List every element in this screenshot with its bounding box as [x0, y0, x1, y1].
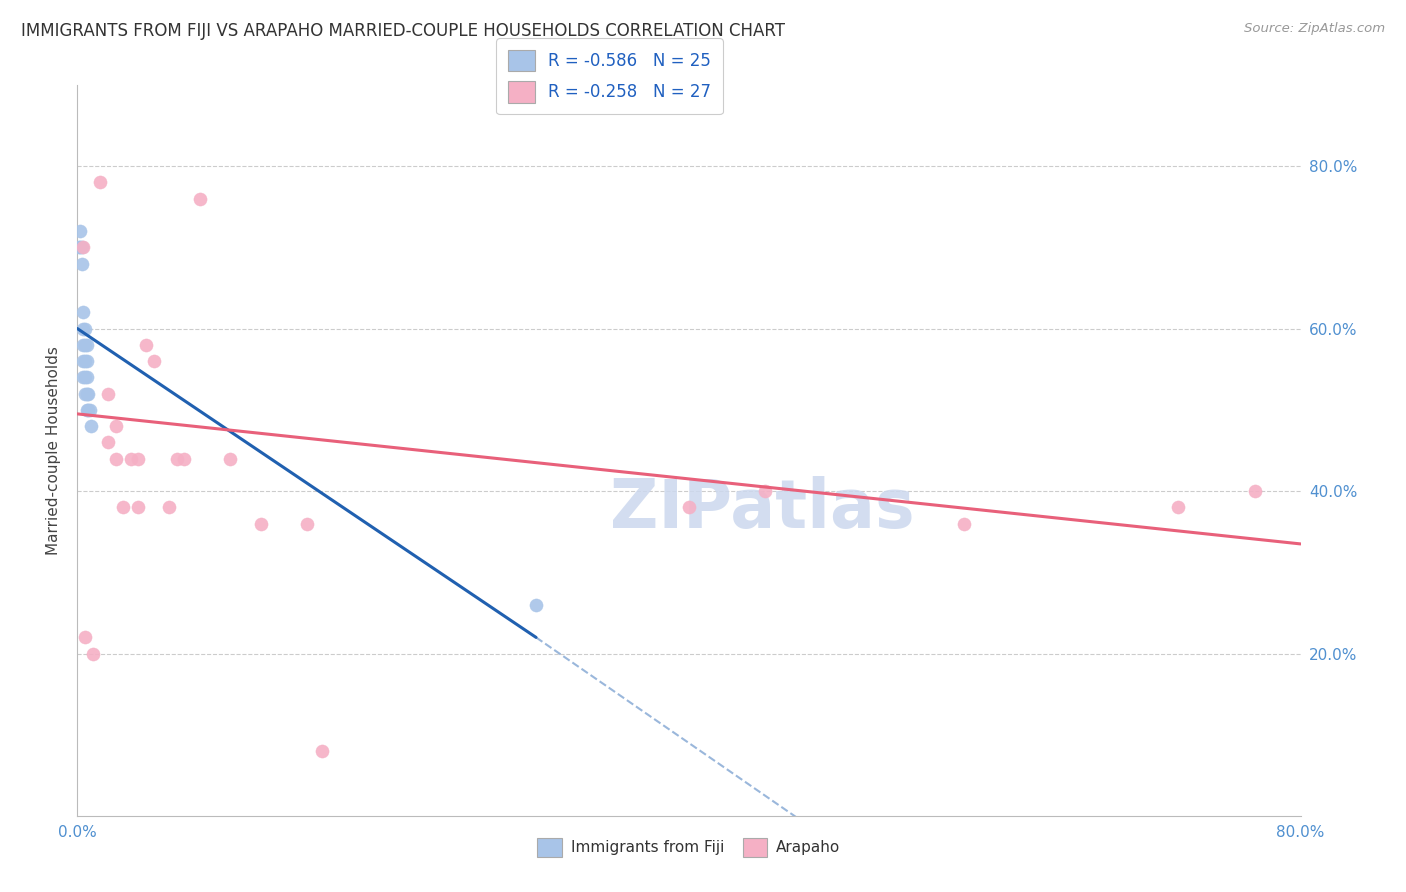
- Point: [76, 386, 98, 401]
- Point: [173, 451, 195, 466]
- Point: [72, 354, 94, 368]
- Point: [1243, 484, 1265, 499]
- Point: [166, 451, 188, 466]
- Point: [72, 321, 94, 335]
- Point: [188, 192, 211, 206]
- Point: [524, 598, 547, 612]
- Point: [73, 354, 96, 368]
- Point: [97, 386, 120, 401]
- Point: [70, 240, 93, 254]
- Point: [70, 256, 93, 270]
- Point: [120, 451, 142, 466]
- Point: [72, 240, 94, 254]
- Y-axis label: Married-couple Households: Married-couple Households: [46, 346, 62, 555]
- Text: ZIPatlas: ZIPatlas: [610, 476, 915, 542]
- Legend: Immigrants from Fiji, Arapaho: Immigrants from Fiji, Arapaho: [531, 831, 846, 863]
- Point: [157, 500, 180, 515]
- Point: [135, 338, 157, 352]
- Point: [69, 224, 91, 238]
- Point: [104, 451, 127, 466]
- Point: [76, 402, 98, 417]
- Point: [754, 484, 776, 499]
- Point: [112, 500, 135, 515]
- Point: [89, 175, 111, 189]
- Point: [219, 451, 242, 466]
- Point: [142, 354, 165, 368]
- Point: [80, 419, 103, 434]
- Point: [953, 516, 976, 531]
- Point: [1167, 500, 1189, 515]
- Point: [127, 500, 149, 515]
- Point: [97, 435, 120, 450]
- Point: [76, 338, 98, 352]
- Point: [73, 631, 96, 645]
- Point: [127, 451, 149, 466]
- Point: [250, 516, 273, 531]
- Point: [77, 386, 100, 401]
- Point: [72, 305, 94, 319]
- Point: [69, 240, 91, 254]
- Point: [79, 402, 101, 417]
- Text: Source: ZipAtlas.com: Source: ZipAtlas.com: [1244, 22, 1385, 36]
- Point: [73, 386, 96, 401]
- Point: [67, 240, 90, 254]
- Point: [73, 370, 96, 384]
- Point: [77, 402, 100, 417]
- Point: [82, 647, 104, 661]
- Point: [76, 370, 98, 384]
- Point: [72, 370, 94, 384]
- Point: [678, 500, 700, 515]
- Text: IMMIGRANTS FROM FIJI VS ARAPAHO MARRIED-COUPLE HOUSEHOLDS CORRELATION CHART: IMMIGRANTS FROM FIJI VS ARAPAHO MARRIED-…: [21, 22, 785, 40]
- Point: [295, 516, 318, 531]
- Point: [76, 354, 98, 368]
- Point: [104, 419, 127, 434]
- Point: [73, 321, 96, 335]
- Point: [311, 744, 333, 758]
- Point: [72, 338, 94, 352]
- Point: [73, 338, 96, 352]
